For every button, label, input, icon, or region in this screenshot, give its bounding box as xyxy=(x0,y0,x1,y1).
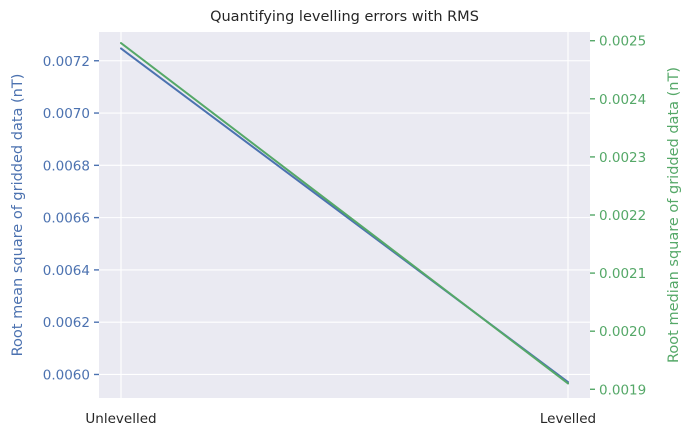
left-tick-label: 0.0060 xyxy=(43,367,90,383)
right-axis-label: Root median square of gridded data (nT) xyxy=(666,67,682,363)
left-tick-label: 0.0068 xyxy=(43,158,90,174)
left-tick-label: 0.0070 xyxy=(43,106,90,122)
right-tick-label: 0.0023 xyxy=(599,150,646,166)
x-axis: Unlevelled Levelled xyxy=(85,411,596,427)
left-tick-label: 0.0064 xyxy=(43,263,90,279)
chart-title: Quantifying levelling errors with RMS xyxy=(210,9,479,25)
series-line-right xyxy=(120,42,569,385)
left-tick-label: 0.0066 xyxy=(43,211,90,227)
right-y-axis: 0.0019 0.0020 0.0021 0.0022 0.0023 0.0024 0.00… xyxy=(590,34,646,398)
right-tick-label: 0.0025 xyxy=(599,34,646,50)
right-tick-label: 0.0019 xyxy=(599,382,646,398)
right-tick-label: 0.0020 xyxy=(599,324,646,340)
x-tick-label: Unlevelled xyxy=(85,411,156,427)
grid-lines xyxy=(99,32,590,398)
right-tick-label: 0.0024 xyxy=(599,92,646,108)
left-y-axis: 0.0060 0.0062 0.0064 0.0066 0.0068 0.0070 0.00… xyxy=(43,54,99,383)
left-tick-label: 0.0072 xyxy=(43,54,90,70)
series-lines xyxy=(120,42,569,385)
left-axis-label: Root mean square of gridded data (nT) xyxy=(10,74,26,357)
left-tick-label: 0.0062 xyxy=(43,315,90,331)
right-tick-label: 0.0021 xyxy=(599,266,646,282)
x-tick-label: Levelled xyxy=(540,411,596,427)
right-tick-label: 0.0022 xyxy=(599,208,646,224)
